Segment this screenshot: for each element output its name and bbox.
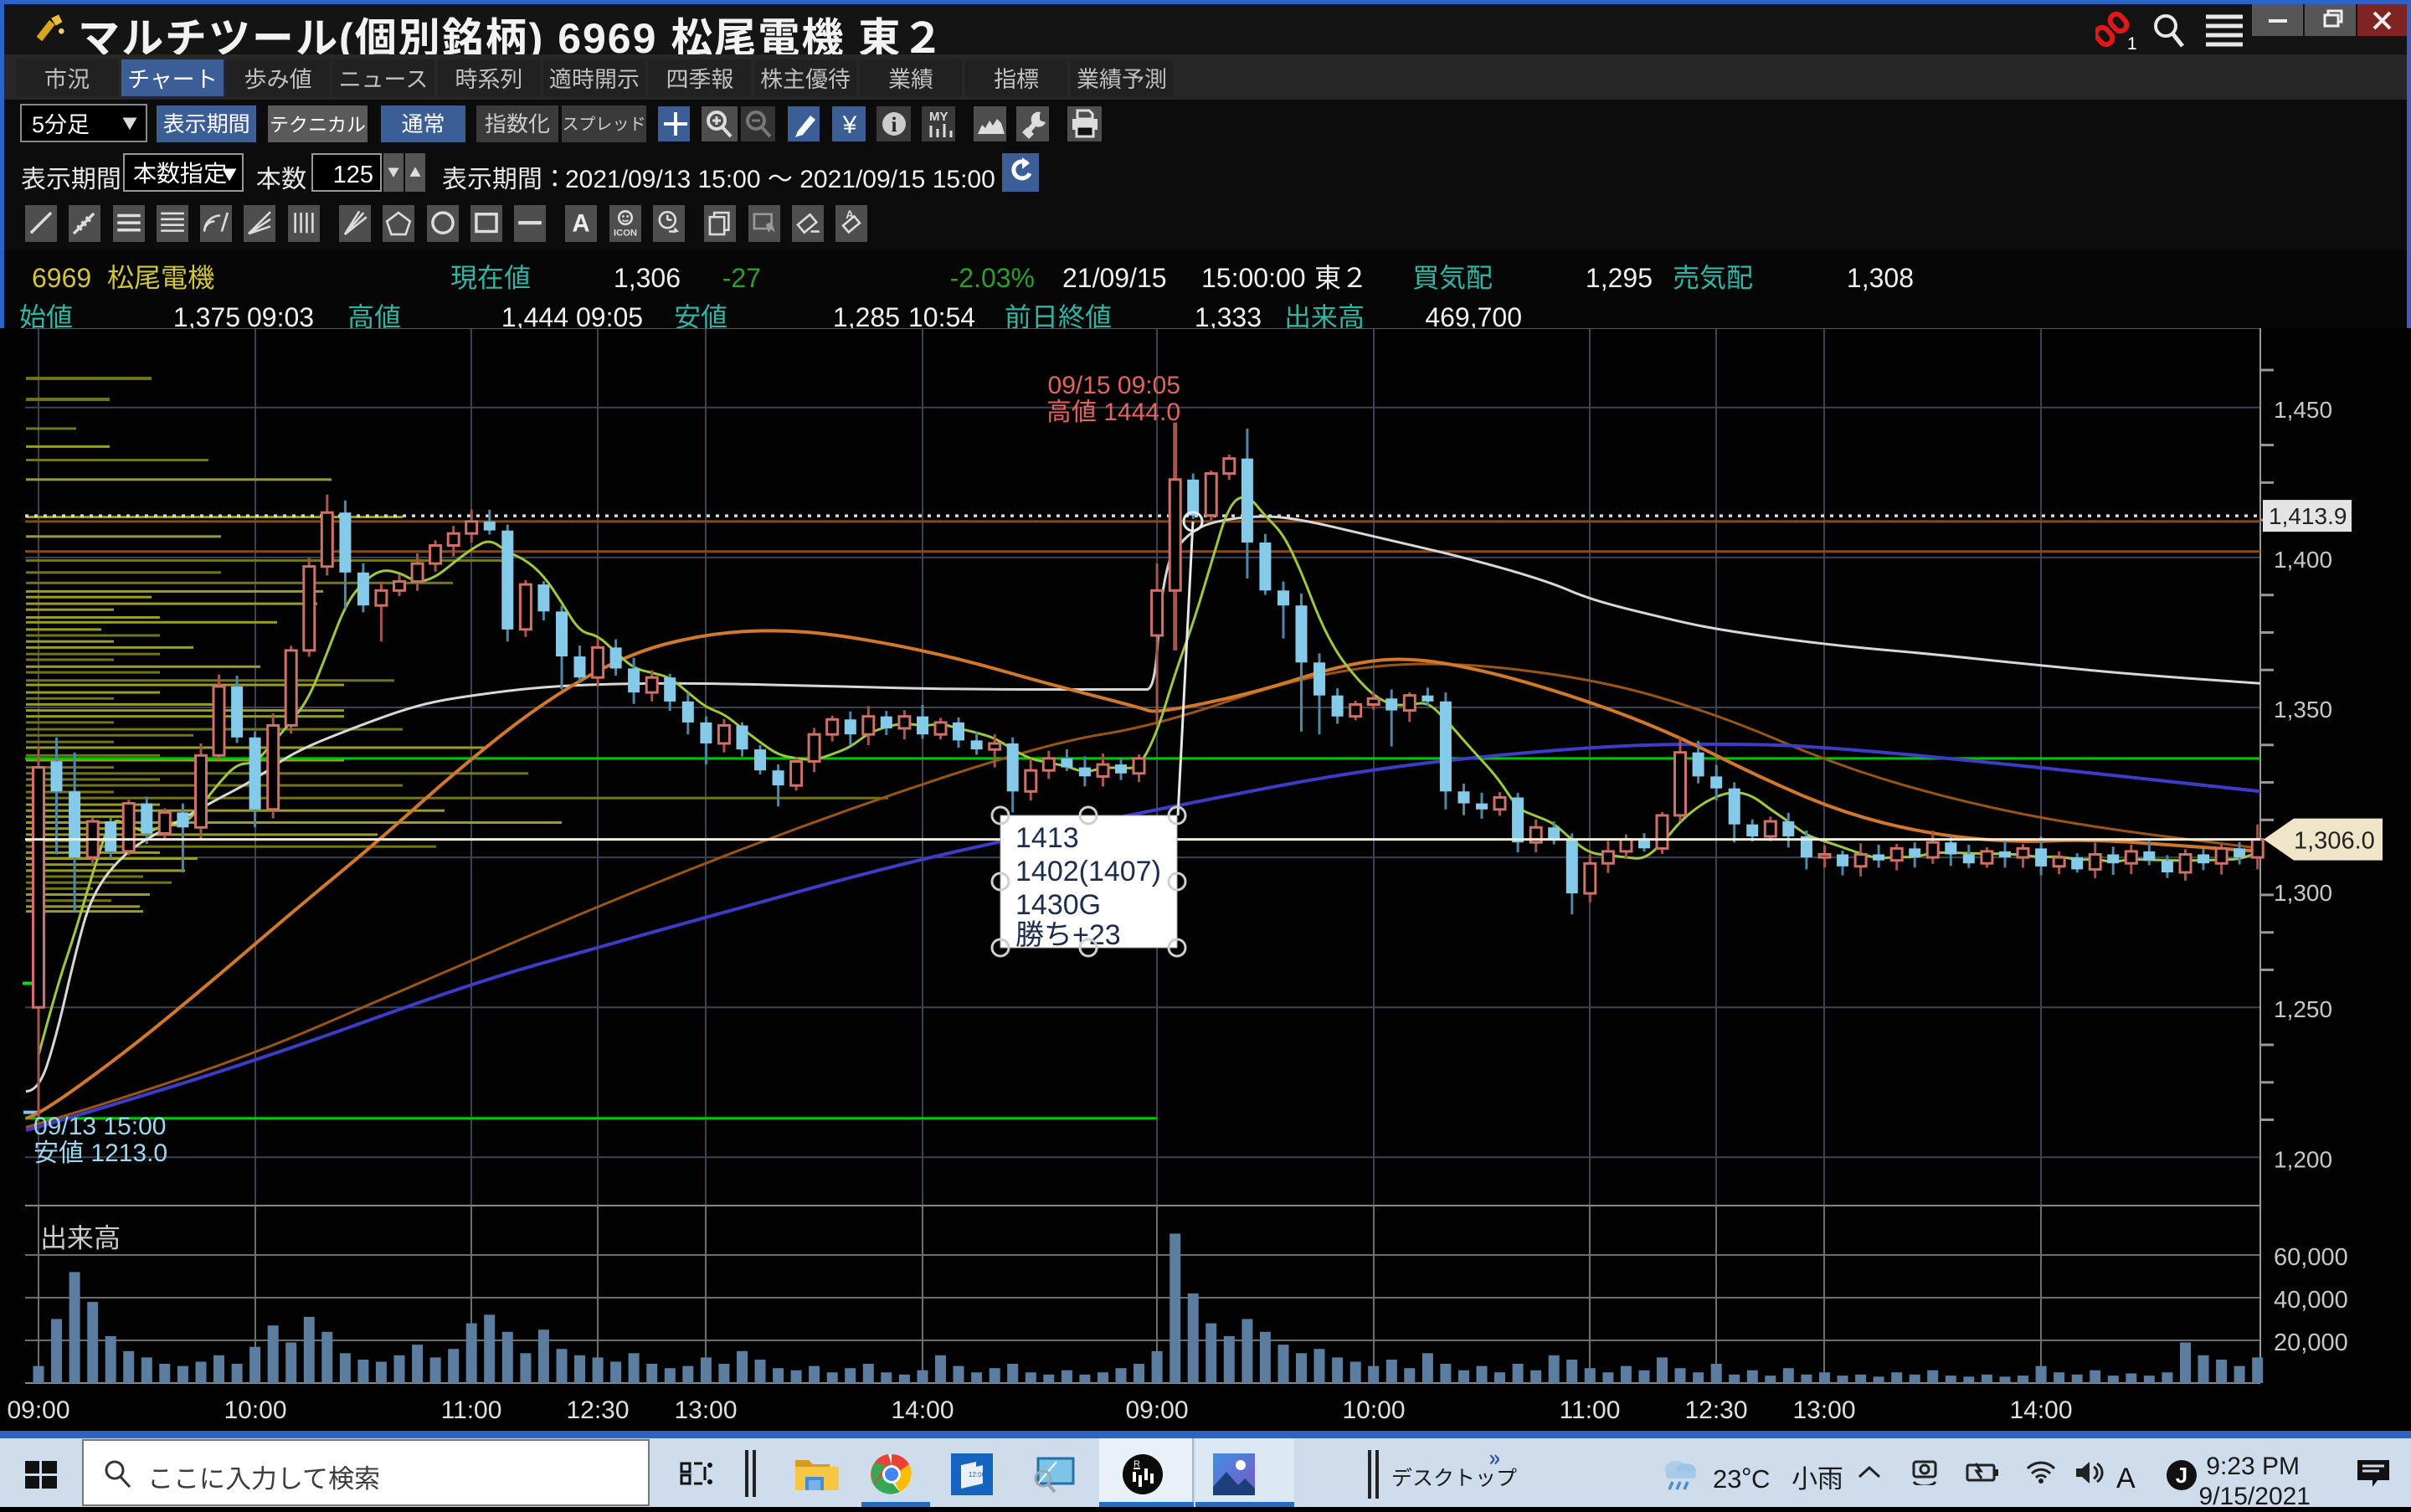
svg-text:安値 1213.0: 安値 1213.0	[33, 1132, 167, 1169]
svg-text:09:00: 09:00	[1125, 1389, 1188, 1426]
svg-text:J: J	[2176, 1463, 2187, 1488]
svg-text:R: R	[1134, 1459, 1140, 1469]
svg-text:1413: 1413	[1015, 815, 1079, 856]
svg-text:11:00: 11:00	[1560, 1389, 1621, 1426]
svg-text:09/15 09:05: 09/15 09:05	[1048, 364, 1180, 401]
svg-text:A: A	[846, 208, 854, 221]
svg-text:14:00: 14:00	[891, 1389, 954, 1426]
svg-text:14:00: 14:00	[2009, 1389, 2072, 1426]
svg-text:1,200: 1,200	[2274, 1141, 2332, 1175]
svg-text:出来高: 出来高	[40, 1217, 121, 1256]
svg-text:11:00: 11:00	[441, 1389, 502, 1426]
svg-text:12:00: 12:00	[969, 1471, 986, 1479]
svg-text:20,000: 20,000	[2274, 1323, 2348, 1358]
svg-text:1,350: 1,350	[2274, 692, 2332, 725]
svg-text:¥: ¥	[842, 111, 857, 139]
svg-text:i: i	[892, 114, 897, 136]
svg-text:1402(1407): 1402(1407)	[1015, 848, 1161, 889]
svg-text:12:30: 12:30	[1684, 1389, 1747, 1426]
svg-text:高値 1444.0: 高値 1444.0	[1046, 391, 1180, 428]
svg-text:A: A	[572, 210, 589, 238]
svg-text:1,400: 1,400	[2274, 542, 2332, 575]
svg-text:勝ち+23: 勝ち+23	[1015, 912, 1121, 953]
svg-text:10:00: 10:00	[1342, 1389, 1405, 1426]
svg-text:1: 1	[2127, 34, 2137, 51]
svg-text:1,250: 1,250	[2274, 991, 2332, 1025]
svg-text:ICON: ICON	[614, 229, 637, 239]
svg-text:1,300: 1,300	[2274, 875, 2332, 908]
svg-text:60,000: 60,000	[2274, 1237, 2348, 1273]
svg-text:13:00: 13:00	[674, 1389, 737, 1426]
svg-text:1,450: 1,450	[2274, 392, 2332, 425]
svg-text:10:00: 10:00	[224, 1389, 286, 1426]
svg-text:13:00: 13:00	[1792, 1389, 1855, 1426]
svg-text:09/13 15:00: 09/13 15:00	[33, 1105, 166, 1142]
svg-text:40,000: 40,000	[2274, 1280, 2348, 1315]
svg-text:1,413.9: 1,413.9	[2269, 498, 2347, 532]
svg-text:12:30: 12:30	[566, 1389, 629, 1426]
svg-text:MY: MY	[929, 110, 948, 124]
svg-text:1,306.0: 1,306.0	[2294, 821, 2375, 856]
svg-text:09:00: 09:00	[7, 1389, 69, 1426]
svg-text:1430G: 1430G	[1015, 882, 1101, 923]
